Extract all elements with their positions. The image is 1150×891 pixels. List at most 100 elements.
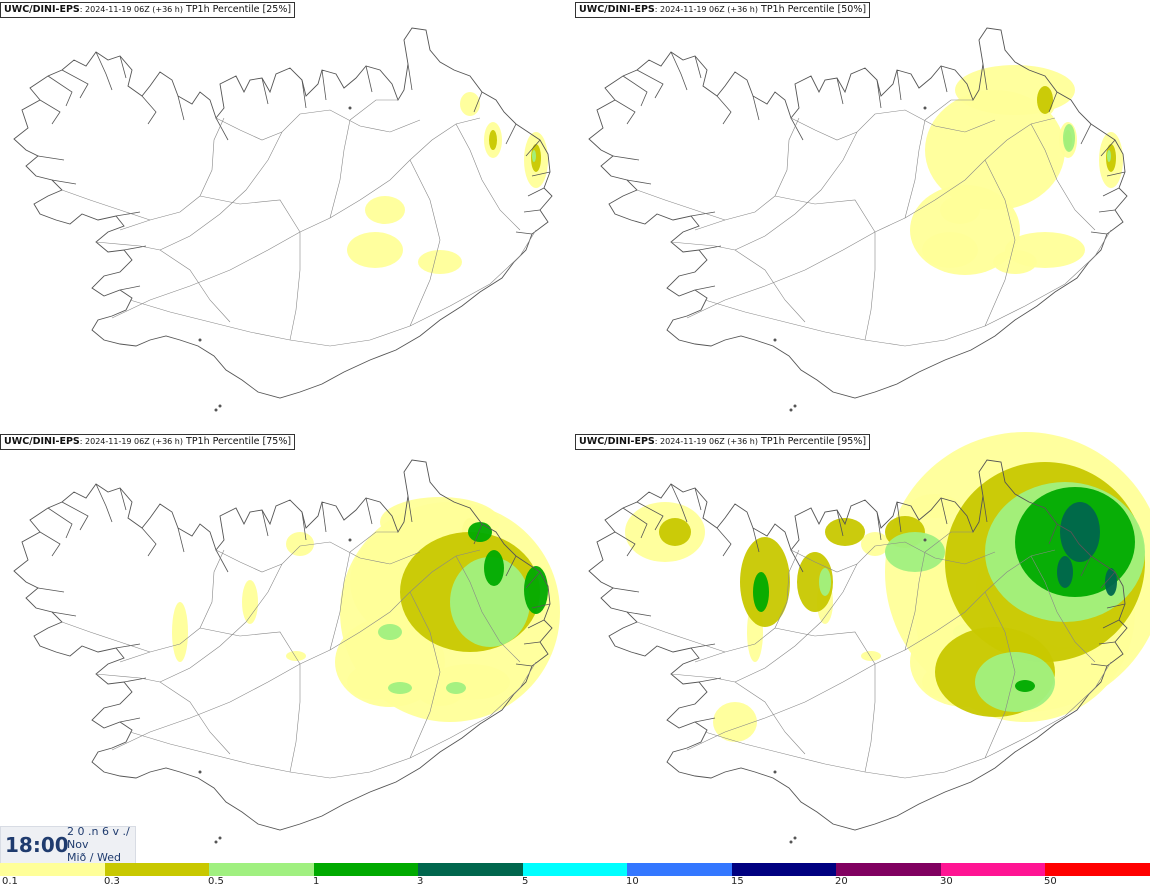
fjord-line — [1090, 663, 1108, 667]
road-line — [119, 549, 225, 663]
fjord-line — [515, 231, 533, 235]
precip-contour — [885, 532, 945, 572]
fjord-line — [1098, 209, 1116, 213]
precip-contour — [1037, 86, 1053, 114]
fjord-line — [37, 587, 65, 593]
precip-map — [588, 432, 1150, 844]
fjord-line — [896, 69, 902, 101]
fjord-line — [473, 523, 483, 545]
colorbar-swatch — [0, 863, 105, 876]
fjord-line — [39, 99, 61, 125]
road-line — [864, 664, 876, 773]
fjord-line — [527, 619, 545, 629]
colorbar-swatch — [940, 863, 1046, 876]
road-line — [95, 673, 231, 755]
road-line — [704, 661, 1112, 779]
fjord-line — [876, 79, 882, 109]
island-dot — [348, 538, 352, 542]
fjord-line — [321, 501, 327, 533]
valid-date-line: 2 0 .n 6 v ./ — [67, 825, 130, 838]
precip-contour — [242, 580, 258, 624]
precip-contour — [1015, 680, 1035, 692]
fjord-line — [690, 643, 716, 649]
road-line — [864, 232, 876, 341]
fjord-line — [940, 497, 948, 525]
fjord-line — [694, 717, 716, 723]
fjord-line — [215, 549, 229, 573]
fjord-line — [1100, 139, 1116, 157]
road-line — [95, 241, 231, 323]
island-dot — [198, 770, 202, 774]
road-line — [349, 531, 398, 553]
fjord-line — [1106, 603, 1126, 609]
fjord-line — [365, 65, 373, 93]
fjord-line — [115, 643, 141, 649]
fjord-line — [523, 641, 541, 645]
colorbar-tick: 0.5 — [208, 876, 224, 887]
road-line — [289, 664, 301, 773]
colorbar-swatch — [627, 863, 732, 876]
precip-contour — [388, 682, 412, 694]
fjord-line — [1098, 641, 1116, 645]
fjord-line — [321, 69, 327, 101]
fjord-line — [525, 139, 541, 157]
fjord-line — [752, 527, 760, 553]
valid-month: Nov — [67, 838, 89, 851]
colorbar-swatch — [313, 863, 419, 876]
fjord-line — [636, 501, 664, 531]
road-line — [349, 99, 398, 121]
precip-contour — [532, 150, 536, 162]
fjord-line — [215, 117, 229, 141]
road-line — [61, 621, 151, 653]
fjord-line — [95, 51, 113, 91]
road-line — [924, 531, 973, 553]
fjord-line — [505, 123, 517, 145]
colorbar-swatch — [731, 863, 837, 876]
precip-contour — [1105, 568, 1117, 596]
fjord-line — [622, 75, 648, 107]
parameter-label: TP1h Percentile [50%] — [758, 4, 867, 15]
road-line — [984, 159, 1016, 327]
map-panel-p50: UWC/DINI-EPS: 2024-11-19 06Z (+36 h) TP1… — [575, 0, 1150, 432]
fjord-line — [115, 211, 141, 217]
precip-contour — [797, 552, 833, 612]
island-dot — [923, 538, 927, 542]
road-line — [329, 119, 351, 219]
fjord-line — [531, 603, 551, 609]
island-dot — [218, 836, 222, 840]
iceland-coastline — [588, 27, 1128, 399]
precip-field — [910, 65, 1123, 275]
panel-title: UWC/DINI-EPS: 2024-11-19 06Z (+36 h) TP1… — [575, 2, 871, 18]
precip-contour — [347, 232, 403, 268]
fjord-line — [261, 509, 269, 537]
iceland-coastline — [13, 27, 553, 399]
model-name: UWC/DINI-EPS — [4, 436, 80, 447]
fjord-line — [525, 571, 541, 589]
fjord-line — [1080, 123, 1092, 145]
precip-contour — [1057, 556, 1073, 588]
fjord-line — [626, 179, 652, 185]
fjord-line — [523, 209, 541, 213]
road-line — [636, 621, 726, 653]
road-line — [61, 189, 151, 221]
model-name: UWC/DINI-EPS — [4, 4, 80, 15]
fjord-line — [365, 497, 373, 525]
colorbar-swatch — [418, 863, 523, 876]
island-dot — [793, 404, 797, 408]
fjord-line — [694, 487, 702, 511]
fjord-line — [982, 63, 988, 91]
precip-contour — [1005, 232, 1085, 268]
precip-contour — [1107, 150, 1111, 162]
fjord-line — [1090, 231, 1108, 235]
precip-contour — [489, 130, 497, 150]
map-panel-p75: UWC/DINI-EPS: 2024-11-19 06Z (+36 h) TP1… — [0, 432, 575, 864]
road-line — [774, 627, 876, 665]
fjord-line — [407, 495, 413, 523]
fjord-line — [527, 187, 545, 197]
fjord-line — [141, 95, 157, 125]
fjord-line — [301, 79, 307, 109]
island-dot — [789, 408, 793, 412]
fjord-line — [982, 495, 988, 523]
road-line — [790, 117, 858, 141]
fjord-line — [694, 55, 702, 79]
